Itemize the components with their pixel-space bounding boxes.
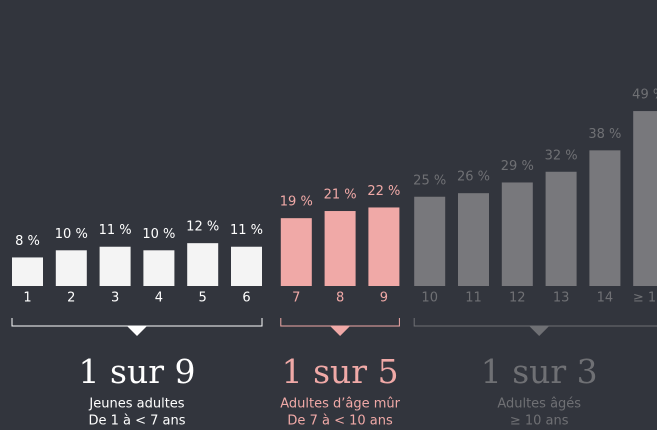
group-range: De 1 à < 7 ans <box>88 414 185 429</box>
group-pointer <box>330 326 351 336</box>
x-tick-label: 2 <box>67 291 75 306</box>
x-tick-label: 13 <box>553 291 570 306</box>
bar <box>187 243 219 286</box>
group-pointer <box>529 326 550 336</box>
value-label: 29 % <box>501 159 534 174</box>
value-label: 21 % <box>324 188 357 203</box>
bar <box>368 207 400 286</box>
group-range: De 7 à < 10 ans <box>287 414 393 429</box>
x-tick-label: 3 <box>111 291 119 306</box>
group-name: Adultes d’âge mûr <box>280 397 400 412</box>
value-label: 10 % <box>142 227 175 242</box>
x-tick-label: 10 <box>421 291 438 306</box>
bar <box>501 182 533 286</box>
value-label: 11 % <box>99 223 132 238</box>
value-label: 11 % <box>230 223 263 238</box>
x-tick-label: 9 <box>380 291 388 306</box>
group-headline: 1 sur 5 <box>282 352 399 391</box>
bar <box>55 250 87 286</box>
value-label: 38 % <box>588 127 621 142</box>
x-tick-label: 7 <box>292 291 300 306</box>
x-tick-label: 14 <box>597 291 614 306</box>
value-label: 22 % <box>367 184 400 199</box>
group-name: Adultes âgés <box>497 397 581 412</box>
bar <box>12 257 43 286</box>
x-tick-label: 12 <box>509 291 526 306</box>
x-tick-label: 1 <box>23 291 31 306</box>
value-label: 10 % <box>55 227 88 242</box>
x-tick-label: ≥ 15 <box>633 291 657 306</box>
x-tick-label: 5 <box>199 291 207 306</box>
group-headline: 1 sur 9 <box>79 352 196 391</box>
value-label: 19 % <box>280 195 313 210</box>
value-label: 12 % <box>186 220 219 235</box>
group-range: ≥ 10 ans <box>510 414 569 429</box>
value-label: 49 % <box>632 88 657 103</box>
value-label: 8 % <box>15 234 40 249</box>
bar <box>280 218 312 286</box>
group-pointer <box>127 326 147 336</box>
bar <box>231 246 262 286</box>
bar <box>324 211 356 286</box>
group-headline: 1 sur 3 <box>481 352 598 391</box>
x-tick-label: 4 <box>155 291 163 306</box>
bar <box>545 171 577 286</box>
x-tick-label: 6 <box>242 291 250 306</box>
x-tick-label: 11 <box>465 291 482 306</box>
value-label: 32 % <box>545 148 578 163</box>
bar <box>589 150 621 286</box>
group-name: Jeunes adultes <box>88 397 184 412</box>
bar <box>143 250 175 286</box>
value-label: 26 % <box>457 170 490 185</box>
value-label: 25 % <box>413 173 446 188</box>
bar <box>633 111 657 286</box>
x-tick-label: 8 <box>336 291 344 306</box>
bar <box>99 246 131 286</box>
bar <box>458 193 489 286</box>
bar <box>414 196 446 286</box>
